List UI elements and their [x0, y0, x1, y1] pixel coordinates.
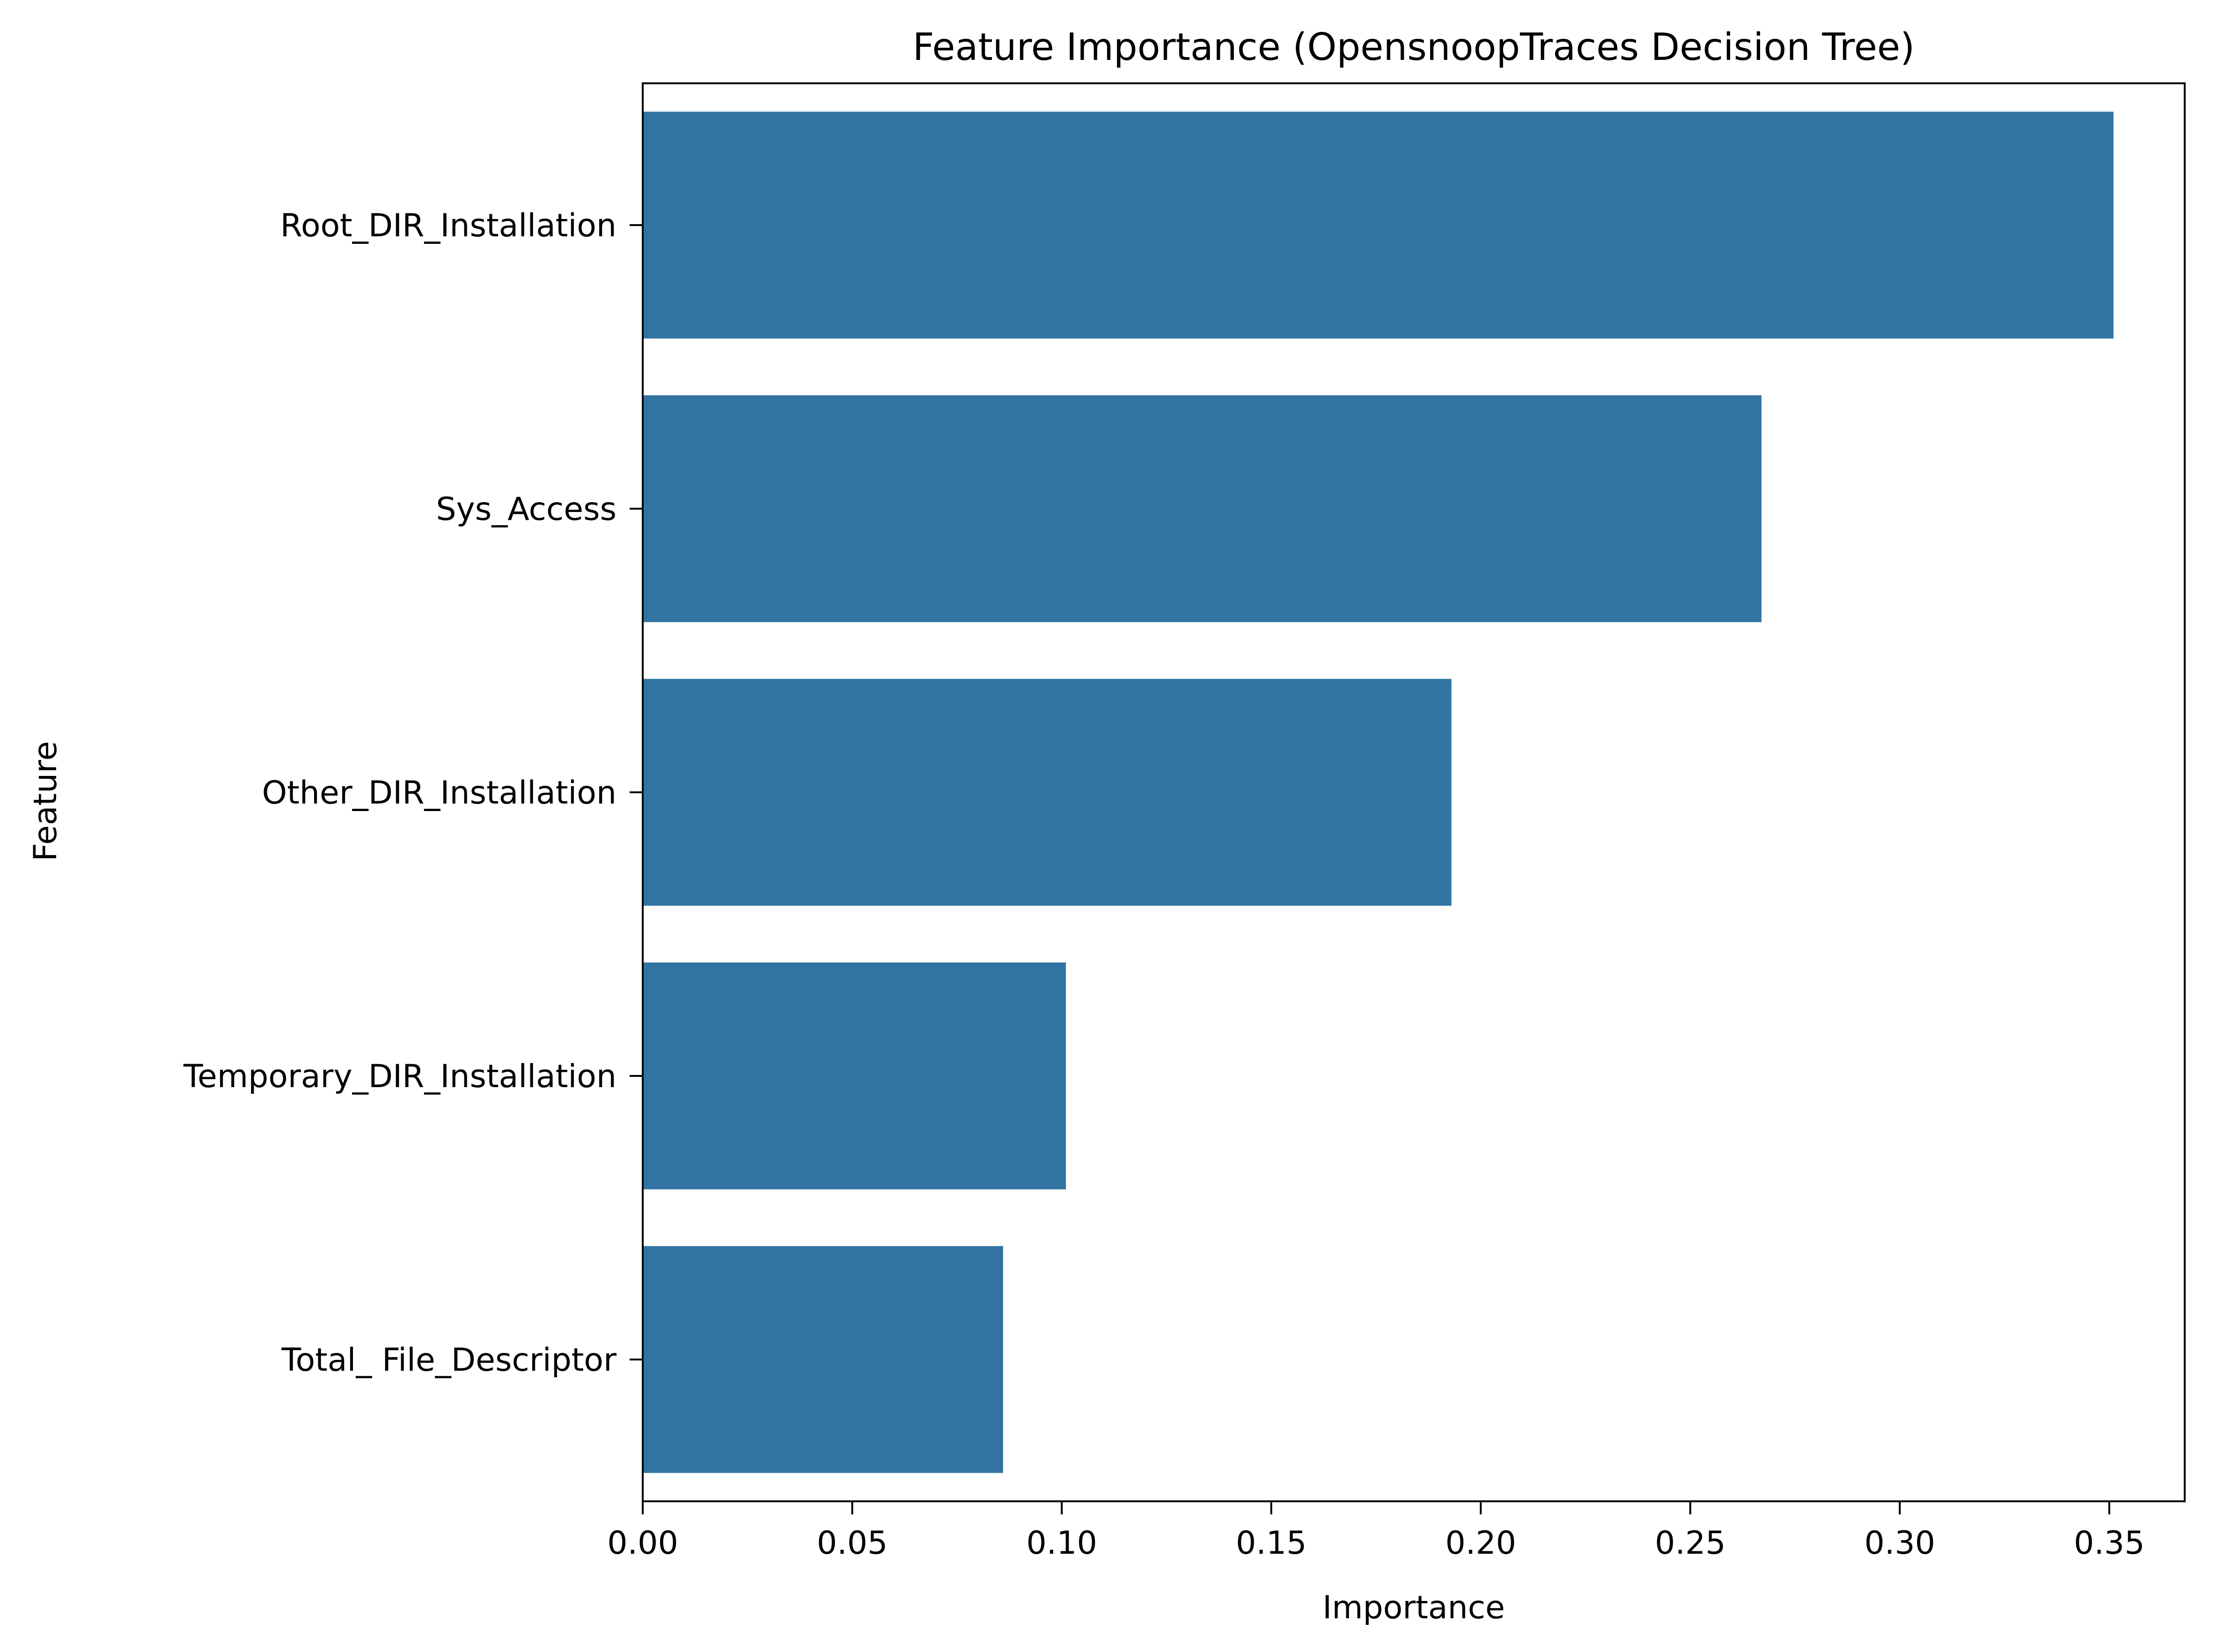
bar-root-dir-installation — [643, 111, 2114, 339]
y-ticks-group: Root_DIR_Installation Sys_Access Other_DIR… — [183, 207, 643, 1379]
x-tick-label: 0.10 — [1026, 1525, 1097, 1562]
bar-sys-access — [643, 395, 1762, 622]
y-tick-label: Root_DIR_Installation — [280, 207, 617, 244]
x-tick-label: 0.05 — [817, 1525, 888, 1562]
chart-title: Feature Importance (OpensnoopTraces Deci… — [913, 25, 1915, 69]
x-axis-label: Importance — [1322, 1589, 1505, 1626]
x-ticks-group: 0.00 0.05 0.10 0.15 0.20 0.25 0.30 0.35 — [607, 1501, 2145, 1562]
plot-frame — [642, 82, 2186, 1502]
x-tick-label: 0.25 — [1655, 1525, 1725, 1562]
x-tick-label: 0.20 — [1446, 1525, 1516, 1562]
y-axis-label: Feature — [27, 741, 64, 862]
x-tick-label: 0.00 — [607, 1525, 678, 1562]
bars-group — [643, 111, 2114, 1473]
y-tick-label: Total_ File_Descriptor — [281, 1342, 617, 1379]
y-tick-label: Other_DIR_Installation — [262, 775, 617, 811]
y-tick-label: Temporary_DIR_Installation — [183, 1058, 617, 1095]
x-tick-label: 0.35 — [2074, 1525, 2144, 1562]
bar-other-dir-installation — [643, 679, 1452, 906]
bar-temporary-dir-installation — [643, 962, 1066, 1190]
x-tick-label: 0.30 — [1865, 1525, 1935, 1562]
y-tick-label: Sys_Access — [436, 491, 617, 528]
bar-total-file-descriptor — [643, 1246, 1003, 1473]
x-tick-label: 0.15 — [1236, 1525, 1307, 1562]
